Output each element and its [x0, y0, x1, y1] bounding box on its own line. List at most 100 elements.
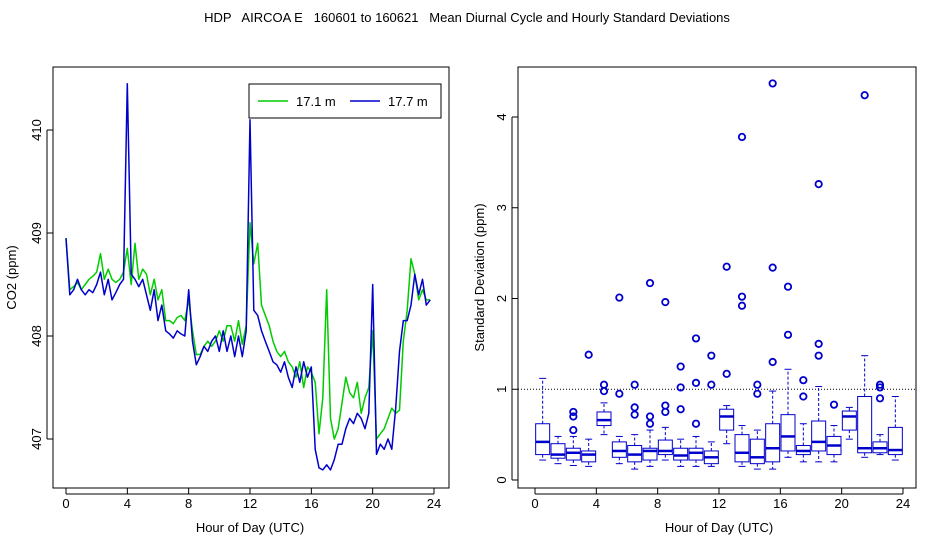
outlier-point — [799, 376, 808, 385]
outlier-point — [615, 389, 624, 398]
box-hour — [841, 406, 857, 440]
outlier-point — [661, 401, 670, 410]
x-tick-label: 20 — [365, 496, 379, 511]
box-hour — [565, 407, 581, 466]
box — [642, 447, 658, 461]
box-hour — [857, 91, 873, 458]
y-tick-label: 407 — [29, 428, 44, 450]
outlier-point — [645, 278, 655, 288]
legend-entry: 17.7 m — [388, 94, 428, 109]
x-tick-label: 8 — [185, 496, 192, 511]
outlier-point — [783, 330, 793, 339]
outlier-point — [814, 339, 823, 348]
outlier-point — [707, 351, 716, 360]
outlier-point — [722, 262, 731, 271]
outlier-point — [768, 263, 777, 272]
x-tick-label: 0 — [62, 496, 69, 511]
outlier-point — [783, 282, 793, 291]
outlier-point — [707, 380, 716, 389]
box — [780, 414, 796, 452]
box — [596, 411, 612, 427]
box-hour — [780, 282, 796, 458]
outlier-point — [814, 351, 823, 360]
box-hour — [734, 132, 750, 467]
x-axis-label: Hour of Day (UTC) — [196, 520, 304, 535]
outlier-point — [722, 369, 731, 378]
x-tick-label: 4 — [124, 496, 131, 511]
outlier-point — [615, 293, 624, 302]
outlier-point — [661, 298, 670, 307]
y-tick-label: 410 — [29, 119, 44, 141]
legend-entry: 17.1 m — [296, 94, 336, 109]
y-tick-label: 3 — [494, 204, 509, 211]
box-hour — [795, 376, 811, 463]
box-hour — [581, 350, 597, 467]
box-hour — [627, 380, 643, 470]
outlier-point — [691, 378, 701, 387]
outlier-point — [753, 380, 762, 389]
x-tick-label: 4 — [593, 496, 600, 511]
box — [688, 447, 704, 461]
box-hour — [887, 396, 903, 461]
outlier-point — [737, 132, 747, 142]
outlier-point — [630, 410, 639, 419]
box — [734, 434, 750, 463]
outlier-point — [875, 383, 885, 392]
box-hour — [826, 400, 842, 463]
box — [719, 408, 735, 431]
outlier-point — [676, 405, 685, 414]
outlier-point — [737, 301, 747, 310]
outlier-point — [875, 380, 885, 389]
outlier-point — [569, 425, 578, 435]
y-tick-label: 409 — [29, 222, 44, 244]
box — [550, 443, 566, 459]
outlier-point — [676, 362, 685, 371]
y-tick-label: 2 — [494, 295, 509, 302]
legend: 17.1 m 17.7 m — [248, 83, 442, 119]
box-hour — [719, 262, 735, 445]
box — [581, 450, 597, 463]
box — [535, 423, 551, 456]
outlier-point — [630, 380, 639, 389]
outlier-point — [569, 407, 578, 417]
plot-frame — [517, 66, 917, 489]
outlier-point — [799, 392, 808, 401]
x-tick-label: 24 — [427, 496, 441, 511]
outlier-point — [599, 380, 609, 389]
series-line-blue — [65, 82, 431, 471]
box — [887, 426, 903, 456]
x-tick-label: 12 — [712, 496, 726, 511]
box-hour — [811, 180, 827, 463]
y-axis-label: Standard Deviation (ppm) — [472, 203, 487, 351]
x-tick-label: 24 — [896, 496, 910, 511]
box — [673, 447, 689, 461]
y-tick-label: 0 — [494, 476, 509, 483]
left-line-chart: 0 4 8 12 16 20 24 Hour of Day (UTC) 407 408 409 410… — [4, 66, 450, 535]
box — [565, 447, 581, 461]
box-hour — [688, 334, 704, 467]
plot-frame — [52, 66, 450, 489]
outlier-point — [584, 350, 593, 359]
outlier-point — [645, 412, 655, 421]
box — [765, 423, 781, 463]
x-tick-label: 12 — [243, 496, 257, 511]
box — [749, 438, 765, 465]
box — [857, 396, 873, 454]
x-tick-label: 16 — [773, 496, 787, 511]
x-tick-label: 0 — [531, 496, 538, 511]
box-hour — [749, 380, 765, 470]
box-hour — [872, 380, 888, 456]
box-hour — [765, 79, 781, 470]
box-hour — [657, 298, 673, 461]
box — [657, 439, 673, 456]
box-hour — [596, 380, 612, 436]
outlier-point — [814, 180, 823, 189]
outlier-point — [691, 419, 701, 428]
box-hour — [703, 351, 719, 467]
outlier-point — [661, 407, 670, 417]
outlier-point — [753, 389, 762, 398]
outlier-point — [829, 400, 839, 409]
outlier-point — [645, 419, 655, 428]
